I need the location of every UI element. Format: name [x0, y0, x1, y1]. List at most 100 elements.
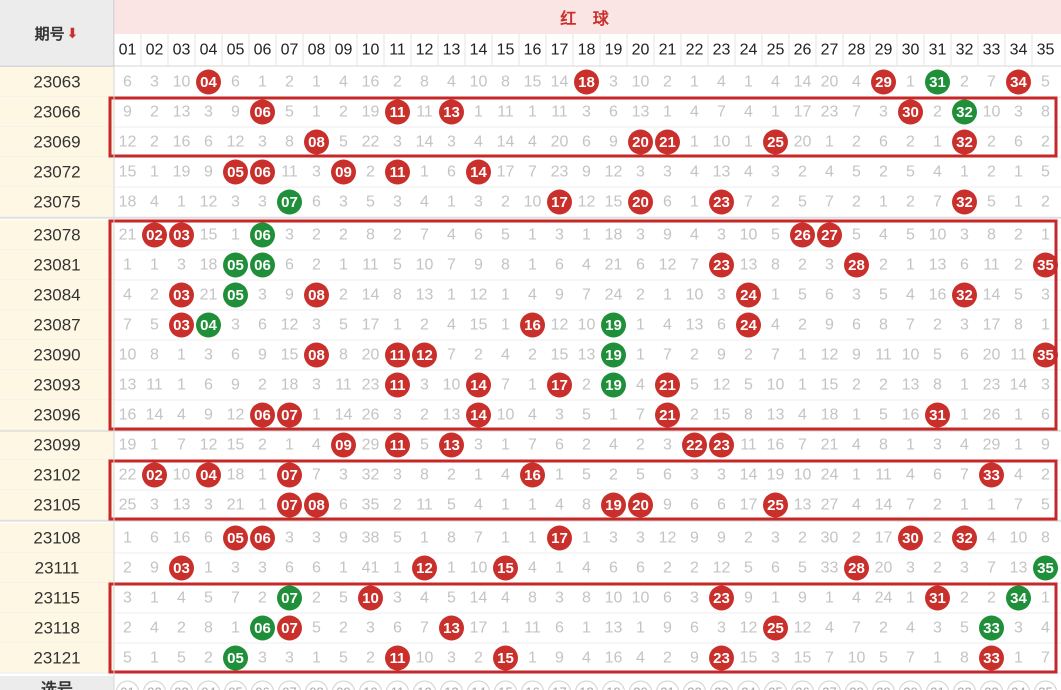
- select-ball-12[interactable]: [413, 680, 436, 690]
- period-number[interactable]: 23072: [33, 163, 80, 182]
- miss-count: 10: [902, 347, 920, 364]
- miss-count: 12: [821, 347, 839, 364]
- select-ball-number: 06: [255, 685, 269, 690]
- red-ball: [709, 252, 734, 278]
- period-number[interactable]: 23090: [33, 346, 80, 365]
- select-ball-23[interactable]: [710, 680, 733, 690]
- select-ball-29[interactable]: [872, 680, 895, 690]
- miss-count: 21: [119, 227, 137, 244]
- select-ball-03[interactable]: [170, 680, 193, 690]
- period-number[interactable]: 23069: [33, 133, 80, 152]
- select-ball-27[interactable]: [818, 680, 841, 690]
- ball-number: 06: [254, 407, 271, 424]
- period-number[interactable]: 23115: [34, 589, 80, 608]
- miss-count: 5: [285, 104, 294, 121]
- column-header-08: 08: [308, 42, 326, 59]
- ball-number: 02: [146, 467, 163, 484]
- miss-count: 11: [875, 347, 892, 364]
- miss-count: 11: [416, 104, 433, 121]
- select-ball-26[interactable]: [791, 680, 814, 690]
- select-ball-number: 29: [876, 685, 890, 690]
- period-header[interactable]: 期号 ⬇: [0, 0, 114, 67]
- select-ball-05[interactable]: [224, 680, 247, 690]
- select-ball-25[interactable]: [764, 680, 787, 690]
- miss-count: 17: [740, 497, 758, 514]
- select-ball-21[interactable]: [656, 680, 679, 690]
- select-ball-15[interactable]: [494, 680, 517, 690]
- period-number[interactable]: 23093: [33, 376, 80, 395]
- select-ball-31[interactable]: [926, 680, 949, 690]
- select-ball-number: 19: [606, 685, 620, 690]
- sort-arrow-icon[interactable]: ⬇: [66, 24, 79, 41]
- miss-count: 7: [582, 287, 591, 304]
- select-ball-04[interactable]: [197, 680, 220, 690]
- miss-count: 3: [906, 560, 915, 577]
- miss-count: 20: [362, 347, 380, 364]
- miss-count: 1: [474, 467, 483, 484]
- period-number[interactable]: 23118: [34, 619, 80, 638]
- miss-count: 1: [825, 590, 834, 607]
- select-ball-11[interactable]: [386, 680, 409, 690]
- period-number[interactable]: 23102: [33, 466, 80, 485]
- miss-count: 14: [146, 407, 164, 424]
- period-number[interactable]: 23121: [33, 649, 80, 668]
- select-ball-35[interactable]: [1034, 680, 1057, 690]
- select-ball-01[interactable]: [116, 680, 139, 690]
- period-number[interactable]: 23084: [33, 286, 80, 305]
- ball-number: 22: [686, 437, 703, 454]
- select-ball-33[interactable]: [980, 680, 1003, 690]
- select-ball-30[interactable]: [899, 680, 922, 690]
- miss-count: 7: [987, 74, 996, 91]
- period-number[interactable]: 23078: [33, 226, 80, 245]
- miss-count: 3: [366, 620, 375, 637]
- select-ball-32[interactable]: [953, 680, 976, 690]
- period-number[interactable]: 23081: [33, 256, 80, 275]
- select-ball-28[interactable]: [845, 680, 868, 690]
- period-number[interactable]: 23087: [33, 316, 80, 335]
- miss-count: 7: [906, 317, 915, 334]
- select-ball-16[interactable]: [521, 680, 544, 690]
- miss-count: 9: [582, 164, 591, 181]
- period-number[interactable]: 23063: [33, 73, 80, 92]
- ball-number: 13: [443, 104, 460, 121]
- miss-count: 13: [173, 497, 191, 514]
- miss-count: 4: [528, 134, 537, 151]
- miss-count: 14: [335, 407, 353, 424]
- select-ball-06[interactable]: [251, 680, 274, 690]
- miss-count: 2: [528, 347, 537, 364]
- miss-count: 5: [339, 134, 348, 151]
- red-ball: [925, 585, 950, 611]
- select-ball-13[interactable]: [440, 680, 463, 690]
- select-ball-10[interactable]: [359, 680, 382, 690]
- period-number[interactable]: 23099: [33, 436, 80, 455]
- miss-count: 13: [119, 377, 137, 394]
- select-ball-20[interactable]: [629, 680, 652, 690]
- table-row: 23102 22 02 10 04 18 1 07 7 3 32 3 8 2 1 4 16 1 5 2 5 6 3 3 14 19…: [0, 460, 1061, 491]
- select-ball-02[interactable]: [143, 680, 166, 690]
- select-ball-07[interactable]: [278, 680, 301, 690]
- miss-count: 13: [686, 317, 704, 334]
- select-ball-08[interactable]: [305, 680, 328, 690]
- select-ball-14[interactable]: [467, 680, 490, 690]
- period-number[interactable]: 23096: [33, 406, 80, 425]
- ball-number: 03: [173, 287, 190, 304]
- period-number[interactable]: 23111: [35, 559, 80, 578]
- select-ball-24[interactable]: [737, 680, 760, 690]
- select-ball-19[interactable]: [602, 680, 625, 690]
- miss-count: 1: [150, 590, 159, 607]
- select-ball-18[interactable]: [575, 680, 598, 690]
- miss-count: 1: [1041, 227, 1050, 244]
- period-number[interactable]: 23105: [33, 496, 80, 515]
- select-ball-17[interactable]: [548, 680, 571, 690]
- miss-count: 4: [474, 134, 483, 151]
- miss-count: 13: [713, 164, 731, 181]
- select-ball-34[interactable]: [1007, 680, 1030, 690]
- miss-count: 9: [717, 530, 726, 547]
- period-number[interactable]: 23066: [33, 103, 80, 122]
- select-ball-22[interactable]: [683, 680, 706, 690]
- period-number[interactable]: 23075: [33, 193, 80, 212]
- select-ball-09[interactable]: [332, 680, 355, 690]
- period-number[interactable]: 23108: [33, 529, 80, 548]
- miss-count: 4: [501, 467, 510, 484]
